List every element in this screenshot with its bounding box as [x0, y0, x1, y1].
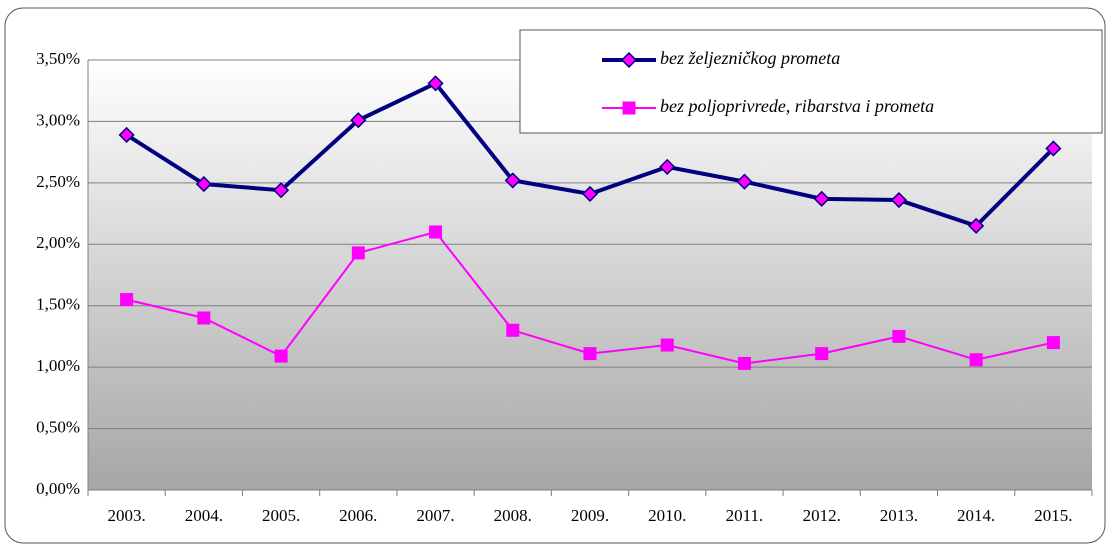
data-point — [429, 225, 443, 239]
data-point — [969, 353, 983, 367]
data-point — [506, 323, 520, 337]
x-tick-label: 2003. — [107, 506, 145, 525]
data-point — [351, 246, 365, 260]
legend-label: bez poljoprivrede, ribarstva i prometa — [660, 96, 934, 116]
data-point — [815, 347, 829, 361]
y-tick-label: 2,50% — [36, 172, 80, 191]
x-tick-label: 2008. — [494, 506, 532, 525]
x-tick-label: 2015. — [1034, 506, 1072, 525]
x-tick-label: 2011. — [726, 506, 764, 525]
x-tick-label: 2014. — [957, 506, 995, 525]
data-point — [968, 217, 985, 234]
data-point — [197, 311, 211, 325]
data-point — [892, 329, 906, 343]
y-tick-label: 0,00% — [36, 479, 80, 498]
data-point — [195, 176, 212, 193]
data-point — [350, 112, 367, 129]
data-point — [583, 347, 597, 361]
legend-marker — [620, 51, 638, 69]
y-tick-label: 0,50% — [36, 417, 80, 436]
y-tick-label: 1,50% — [36, 295, 80, 314]
data-point — [736, 173, 753, 190]
data-point — [273, 182, 290, 199]
y-tick-label: 3,50% — [36, 49, 80, 68]
legend-box — [519, 29, 1103, 134]
data-point — [427, 75, 444, 92]
data-point — [813, 190, 830, 207]
x-tick-label: 2005. — [262, 506, 300, 525]
x-tick-label: 2007. — [416, 506, 454, 525]
y-tick-label: 1,00% — [36, 356, 80, 375]
data-point — [504, 172, 521, 189]
y-tick-label: 3,00% — [36, 110, 80, 129]
x-tick-label: 2012. — [803, 506, 841, 525]
legend-label: bez željezničkog prometa — [660, 48, 840, 68]
x-tick-label: 2004. — [185, 506, 223, 525]
data-point — [1045, 140, 1062, 157]
data-point — [274, 349, 288, 363]
x-tick-label: 2013. — [880, 506, 918, 525]
data-point — [660, 338, 674, 352]
y-tick-label: 2,00% — [36, 233, 80, 252]
data-point — [1046, 336, 1060, 350]
x-tick-label: 2006. — [339, 506, 377, 525]
data-point — [581, 185, 599, 202]
data-point — [659, 158, 676, 175]
legend-marker — [622, 101, 636, 115]
data-point — [737, 356, 751, 370]
data-point — [120, 293, 134, 307]
data-point — [890, 191, 907, 209]
data-point — [118, 126, 135, 144]
x-tick-label: 2009. — [571, 506, 609, 525]
x-tick-label: 2010. — [648, 506, 686, 525]
